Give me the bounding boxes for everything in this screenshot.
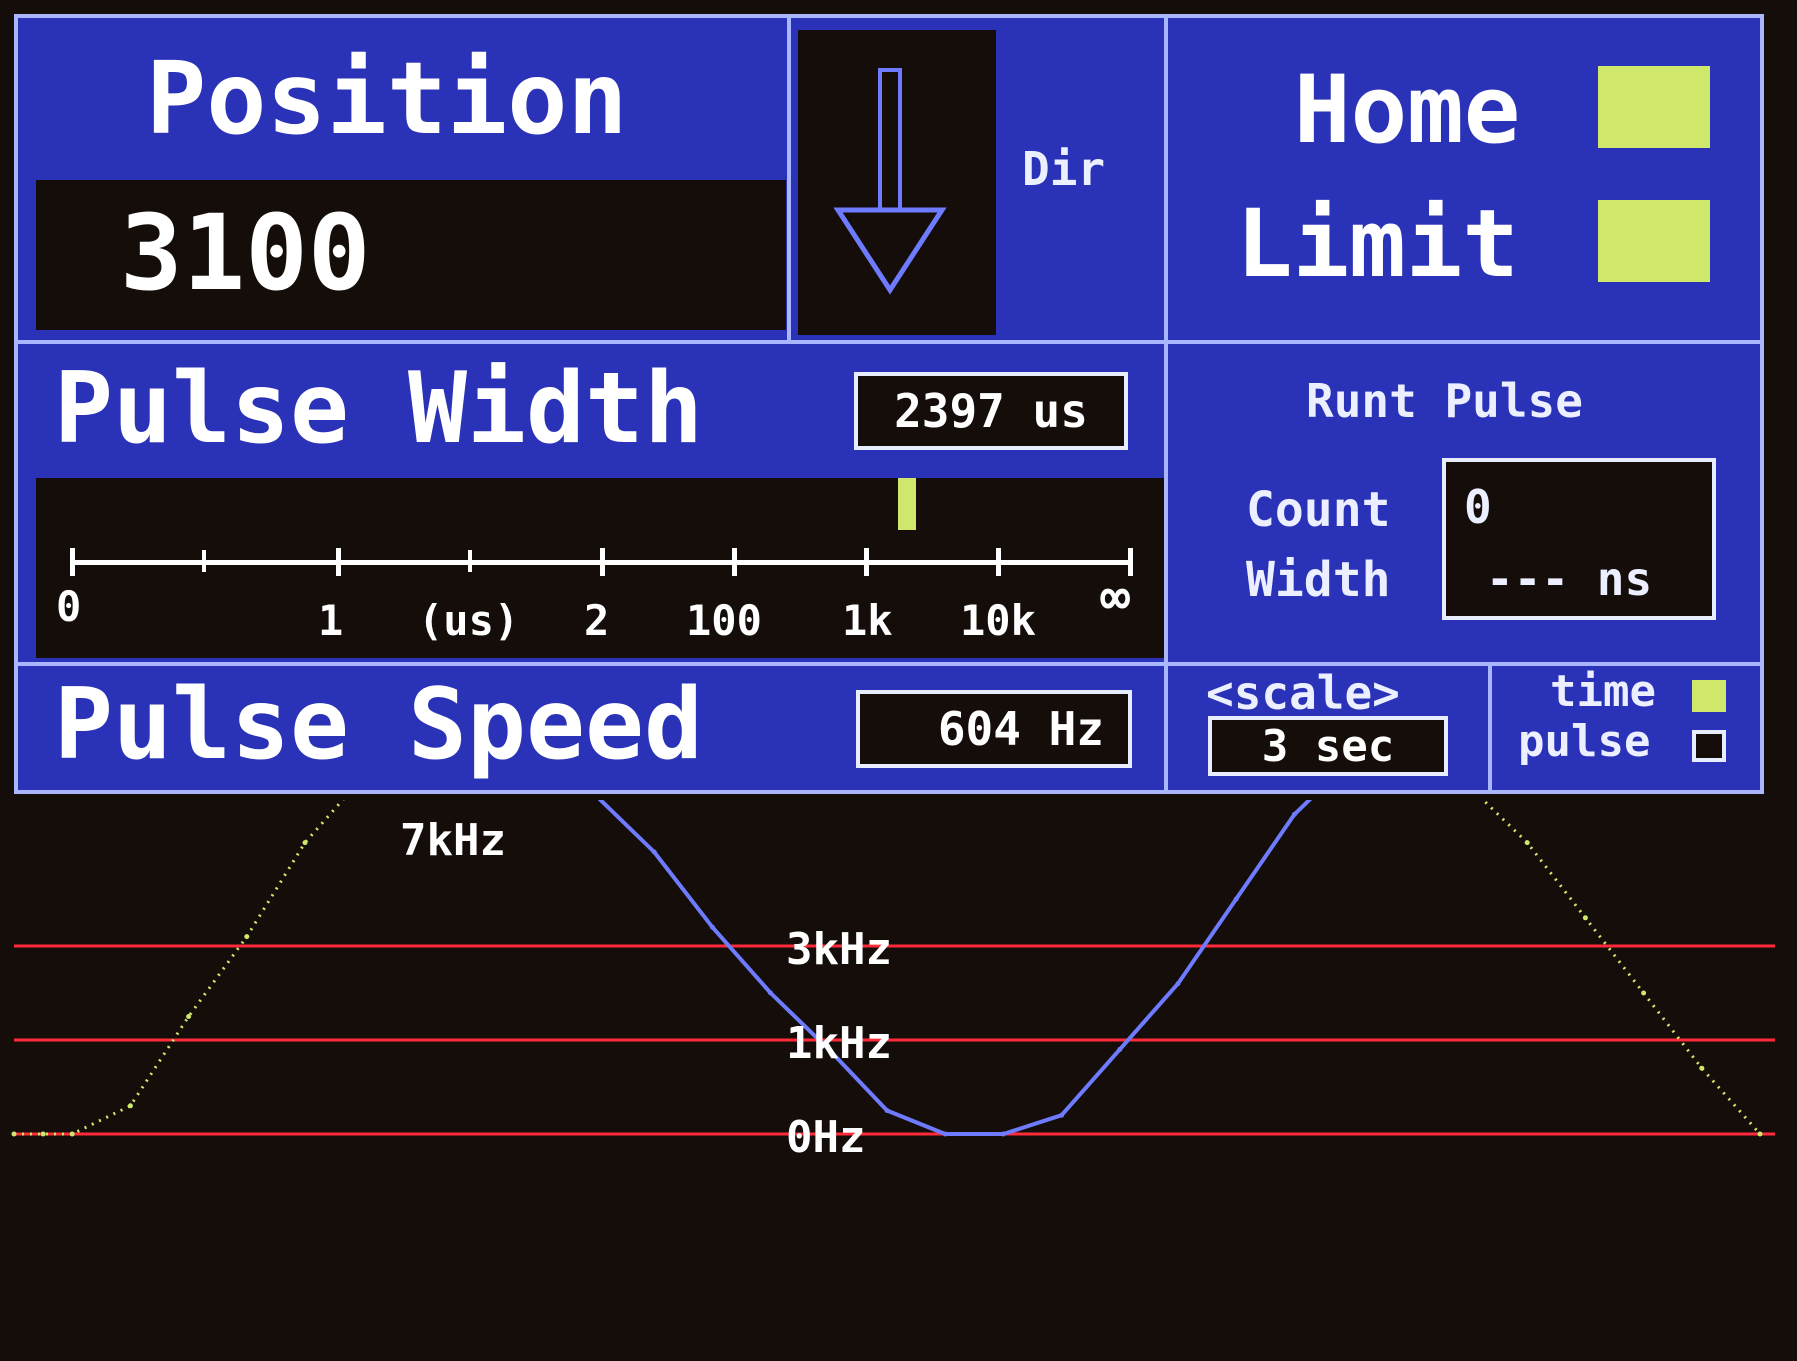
- runt-pulse-title: Runt Pulse: [1306, 374, 1583, 428]
- divider: [1164, 14, 1168, 794]
- scale-label-0: 0: [56, 582, 82, 631]
- runt-values-box: 0 --- ns: [1442, 458, 1716, 620]
- direction-display: [798, 30, 996, 335]
- pulse-width-marker: [898, 478, 916, 530]
- scale-label-2: 2: [584, 596, 610, 645]
- down-arrow-icon: [833, 68, 947, 295]
- scale-value: 3 sec: [1261, 720, 1395, 772]
- pulse-speed-chart: 7kHz3kHz1kHz0Hz 7kHz: [11, 800, 1775, 1163]
- reference-line-label: 0Hz: [786, 1112, 865, 1163]
- speed-data-point: [1524, 840, 1530, 846]
- speed-data-point: [40, 1131, 46, 1137]
- speed-data-point: [1582, 915, 1588, 921]
- time-mode-checkbox[interactable]: [1692, 680, 1726, 712]
- scale-label-10k: 10k: [960, 596, 1036, 645]
- speed-data-point: [244, 934, 250, 940]
- runt-width-label: Width: [1246, 552, 1391, 608]
- speed-data-point: [942, 1131, 948, 1137]
- scale-label-1: 1: [318, 596, 344, 645]
- divider: [14, 662, 1764, 666]
- pulse-speed-value: 604 Hz: [937, 702, 1104, 756]
- speed-data-point: [709, 924, 715, 930]
- speed-series-line: [597, 800, 1313, 1136]
- speed-data-point: [11, 1131, 17, 1137]
- scale-label-100: 100: [686, 596, 762, 645]
- runt-count-label: Count: [1246, 482, 1391, 538]
- speed-data-point: [1641, 990, 1647, 996]
- scale-tick: [600, 548, 605, 576]
- speed-data-point: [1291, 811, 1297, 817]
- scale-tick: [202, 550, 206, 572]
- speed-series-line: [1481, 800, 1762, 1135]
- scale-control[interactable]: <scale>: [1206, 666, 1400, 720]
- divider: [14, 340, 1764, 344]
- speed-data-point: [826, 1046, 832, 1052]
- scale-tick: [468, 550, 472, 572]
- speed-data-point: [1699, 1065, 1705, 1071]
- position-display: 3100: [36, 180, 786, 330]
- scale-tick: [996, 548, 1001, 576]
- speed-data-point: [1117, 1046, 1123, 1052]
- speed-data-point: [1757, 1131, 1763, 1137]
- direction-label: Dir: [1022, 142, 1106, 196]
- speed-data-point: [1175, 981, 1181, 987]
- scale-tick: [732, 548, 737, 576]
- runt-width-value: --- ns: [1486, 552, 1653, 606]
- divider: [787, 14, 791, 344]
- limit-label: Limit: [1236, 190, 1519, 299]
- divider: [1488, 662, 1492, 794]
- scale-label-unit: (us): [418, 596, 520, 645]
- scale-label-1k: 1k: [842, 596, 893, 645]
- chart-peak-label: 7kHz: [400, 815, 506, 866]
- speed-data-point: [302, 840, 308, 846]
- speed-data-point: [69, 1131, 75, 1137]
- scale-tick: [864, 548, 869, 576]
- speed-data-point: [768, 990, 774, 996]
- reference-line-label: 3kHz: [786, 924, 892, 975]
- pulse-width-value: 2397 us: [894, 384, 1088, 438]
- position-value: 3100: [120, 192, 371, 314]
- reference-line-label: 1kHz: [786, 1018, 892, 1069]
- pulse-mode-label[interactable]: pulse: [1518, 716, 1651, 767]
- scale-label-infinity: ∞: [1100, 568, 1131, 626]
- home-label: Home: [1294, 56, 1521, 165]
- pulse-speed-value-box: 604 Hz: [856, 690, 1132, 768]
- pulse-mode-checkbox[interactable]: [1692, 730, 1726, 762]
- scale-tick: [1128, 548, 1133, 576]
- scale-value-box[interactable]: 3 sec: [1208, 716, 1448, 776]
- scale-tick: [70, 548, 75, 576]
- speed-data-point: [651, 849, 657, 855]
- speed-data-point: [1000, 1131, 1006, 1137]
- speed-data-point: [127, 1103, 133, 1109]
- position-label: Position: [146, 40, 628, 157]
- home-indicator: [1598, 66, 1710, 148]
- limit-indicator: [1598, 200, 1710, 282]
- runt-count-value: 0: [1464, 480, 1492, 534]
- speed-data-point: [186, 1014, 192, 1019]
- pulse-width-value-box: 2397 us: [854, 372, 1128, 450]
- time-mode-label[interactable]: time: [1550, 666, 1656, 717]
- scale-tick: [336, 548, 341, 576]
- pulse-speed-label: Pulse Speed: [54, 668, 704, 782]
- speed-data-point: [884, 1108, 890, 1113]
- speed-data-point: [1233, 896, 1239, 902]
- pulse-width-label: Pulse Width: [54, 352, 704, 466]
- speed-data-point: [1059, 1112, 1065, 1118]
